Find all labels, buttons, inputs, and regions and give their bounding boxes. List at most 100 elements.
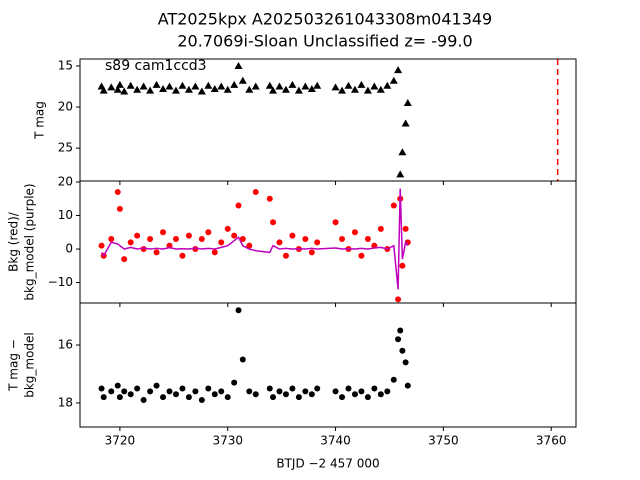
x-tick-label: 3740 xyxy=(320,434,351,448)
chart-title: AT2025kpx A202503261043308m041349 xyxy=(158,10,492,29)
data-point xyxy=(146,86,155,94)
data-point xyxy=(166,242,173,249)
data-point xyxy=(121,256,128,263)
data-point xyxy=(204,81,213,89)
data-point xyxy=(307,84,316,92)
y-tick-label: 15 xyxy=(58,58,73,72)
data-point xyxy=(120,87,129,95)
data-point xyxy=(246,242,253,249)
data-point xyxy=(184,85,193,93)
data-point xyxy=(269,86,278,94)
data-point xyxy=(308,249,315,256)
data-point xyxy=(198,235,205,242)
data-point xyxy=(281,85,290,93)
y-axis-label: T mag − xyxy=(7,339,21,392)
y-tick-label: −10 xyxy=(48,275,73,289)
data-point xyxy=(377,225,384,232)
data-point xyxy=(100,394,107,401)
data-point xyxy=(402,359,409,366)
data-point xyxy=(394,66,403,74)
data-point xyxy=(266,195,273,202)
data-point xyxy=(383,81,392,89)
data-point xyxy=(245,85,254,93)
data-point xyxy=(252,189,259,196)
x-axis-label: BTJD −2 457 000 xyxy=(276,457,379,471)
data-point xyxy=(289,385,296,392)
data-point xyxy=(398,148,407,156)
data-point xyxy=(396,170,405,178)
data-point xyxy=(370,82,379,90)
data-point xyxy=(179,385,186,392)
data-point xyxy=(234,61,243,69)
data-point xyxy=(166,388,173,395)
data-point xyxy=(185,232,192,239)
data-point xyxy=(239,356,246,363)
data-point xyxy=(99,86,108,94)
data-point xyxy=(98,385,105,392)
data-point xyxy=(108,235,115,242)
data-point xyxy=(351,229,358,236)
data-point xyxy=(288,80,297,88)
data-point xyxy=(308,391,315,398)
data-point xyxy=(246,388,253,395)
data-point xyxy=(185,394,192,401)
data-point xyxy=(231,379,238,386)
data-point xyxy=(357,80,366,88)
data-point xyxy=(302,388,309,395)
data-point xyxy=(266,385,273,392)
data-point xyxy=(399,262,406,269)
data-point xyxy=(127,239,134,246)
data-point xyxy=(218,239,225,246)
data-point xyxy=(376,85,385,93)
plot-frame xyxy=(79,58,577,182)
data-point xyxy=(116,394,123,401)
data-point xyxy=(389,76,398,84)
data-point xyxy=(108,388,115,395)
data-point xyxy=(224,394,231,401)
data-point xyxy=(160,229,167,236)
data-point xyxy=(116,205,123,212)
data-point xyxy=(332,388,339,395)
data-point xyxy=(235,202,242,209)
y-axis-label: Bkg (red)/ xyxy=(7,211,21,272)
data-point xyxy=(332,219,339,226)
data-point xyxy=(282,391,289,398)
data-point xyxy=(230,80,239,88)
data-point xyxy=(401,119,410,127)
data-point xyxy=(399,347,406,354)
data-point xyxy=(231,232,238,239)
data-point xyxy=(113,85,122,93)
data-point xyxy=(191,82,200,90)
data-point xyxy=(192,388,199,395)
data-point xyxy=(205,229,212,236)
data-point xyxy=(115,80,124,88)
data-point xyxy=(238,76,247,84)
data-point xyxy=(217,82,226,90)
data-point xyxy=(251,82,260,90)
data-point xyxy=(165,82,174,90)
data-point xyxy=(121,388,128,395)
data-point xyxy=(140,397,147,404)
x-tick-label: 3730 xyxy=(212,434,243,448)
plot-frame xyxy=(79,302,577,428)
data-point xyxy=(275,82,284,90)
x-tick-label: 3720 xyxy=(105,434,136,448)
data-point xyxy=(139,82,148,90)
data-point xyxy=(363,86,372,94)
data-point xyxy=(395,296,402,303)
data-point xyxy=(295,394,302,401)
data-point xyxy=(265,81,274,89)
data-point xyxy=(314,239,321,246)
data-point xyxy=(402,225,409,232)
y-tick-label: 18 xyxy=(58,395,73,409)
x-tick-label: 3760 xyxy=(536,434,567,448)
data-point xyxy=(114,189,121,196)
data-point xyxy=(133,85,142,93)
data-point xyxy=(358,388,365,395)
data-point xyxy=(134,385,141,392)
data-point xyxy=(235,307,242,314)
data-point xyxy=(397,327,404,334)
data-point xyxy=(364,394,371,401)
y-axis-label: T mag xyxy=(33,101,47,140)
data-point xyxy=(147,388,154,395)
